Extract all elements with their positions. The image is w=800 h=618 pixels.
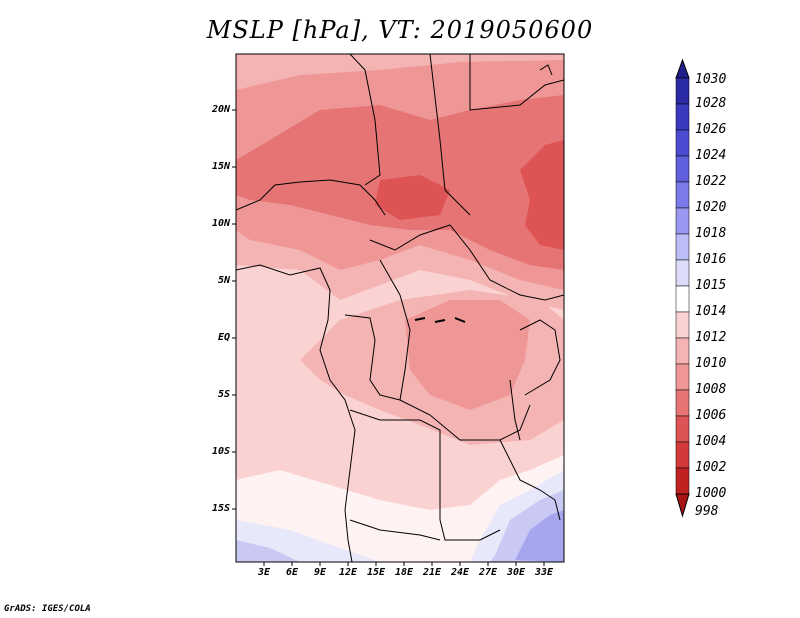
colorbar-label: 1026 bbox=[695, 122, 727, 137]
colorbar-box bbox=[675, 129, 690, 157]
field-1016-sw bbox=[236, 540, 300, 562]
field-1008-congo bbox=[405, 300, 530, 410]
colorbar-bottom-arrow bbox=[675, 493, 690, 518]
lon-label: 27E bbox=[478, 567, 498, 578]
field-1014-south bbox=[236, 455, 564, 562]
lat-label: 10S bbox=[211, 446, 230, 457]
colorbar-box bbox=[675, 363, 690, 391]
colorbar-box bbox=[675, 259, 690, 287]
lat-label: EQ bbox=[217, 332, 230, 343]
colorbar-box bbox=[675, 311, 690, 339]
colorbar-label: 1030 bbox=[695, 72, 727, 87]
colorbar-label: 1015 bbox=[695, 278, 727, 293]
colorbar-box bbox=[675, 233, 690, 261]
colorbar-box bbox=[675, 155, 690, 183]
lat-label: 10N bbox=[211, 218, 230, 229]
colorbar-label: 1000 bbox=[695, 486, 727, 501]
colorbar-label: 1024 bbox=[695, 148, 727, 163]
colorbar-label: 998 bbox=[695, 504, 719, 519]
colorbar-box bbox=[675, 415, 690, 443]
lat-label: 15N bbox=[211, 161, 230, 172]
map-title: MSLP [hPa], VT: 2019050600 bbox=[206, 16, 594, 44]
colorbar-label: 1022 bbox=[695, 174, 727, 189]
pressure-field bbox=[236, 54, 564, 562]
colorbar-box bbox=[675, 285, 690, 313]
lon-label: 21E bbox=[422, 567, 442, 578]
colorbar-label: 1014 bbox=[695, 304, 727, 319]
colorbar-box bbox=[675, 441, 690, 469]
colorbar-box bbox=[675, 467, 690, 495]
field-1004-chad bbox=[375, 175, 450, 220]
colorbar-label: 1012 bbox=[695, 330, 727, 345]
borders bbox=[236, 54, 564, 562]
colorbar-box bbox=[675, 181, 690, 209]
lat-label: 15S bbox=[211, 503, 230, 514]
lon-label: 33E bbox=[534, 567, 554, 578]
lon-label: 24E bbox=[450, 567, 470, 578]
footer-credit: GrADS: IGES/COLA bbox=[4, 604, 91, 614]
field-1018-se bbox=[515, 510, 564, 562]
lon-label: 15E bbox=[366, 567, 386, 578]
field-1004-sudan bbox=[520, 140, 564, 250]
lat-label: 5N bbox=[217, 275, 230, 286]
lon-label: 6E bbox=[285, 567, 299, 578]
colorbar-label: 1010 bbox=[695, 356, 727, 371]
colorbar-label: 1028 bbox=[695, 96, 727, 111]
lat-label: 5S bbox=[217, 389, 230, 400]
lon-label: 30E bbox=[506, 567, 526, 578]
colorbar-label: 1004 bbox=[695, 434, 727, 449]
lon-label: 3E bbox=[257, 567, 271, 578]
lon-label: 18E bbox=[394, 567, 414, 578]
colorbar-box bbox=[675, 389, 690, 417]
colorbar-label: 1016 bbox=[695, 252, 727, 267]
colorbar-box bbox=[675, 207, 690, 235]
colorbar-label: 1020 bbox=[695, 200, 727, 215]
colorbar-box bbox=[675, 103, 690, 131]
lat-label: 20N bbox=[211, 104, 230, 115]
colorbar-label: 1002 bbox=[695, 460, 727, 475]
colorbar-top-arrow bbox=[675, 58, 690, 79]
lon-label: 9E bbox=[313, 567, 327, 578]
colorbar-box bbox=[675, 337, 690, 365]
map-frame bbox=[235, 53, 565, 563]
colorbar-boxes bbox=[675, 58, 690, 518]
axis-ticks bbox=[232, 109, 545, 566]
colorbar-label: 1006 bbox=[695, 408, 727, 423]
colorbar-label: 1008 bbox=[695, 382, 727, 397]
lon-label: 12E bbox=[338, 567, 358, 578]
colorbar-label: 1018 bbox=[695, 226, 727, 241]
colorbar-box bbox=[675, 77, 690, 105]
